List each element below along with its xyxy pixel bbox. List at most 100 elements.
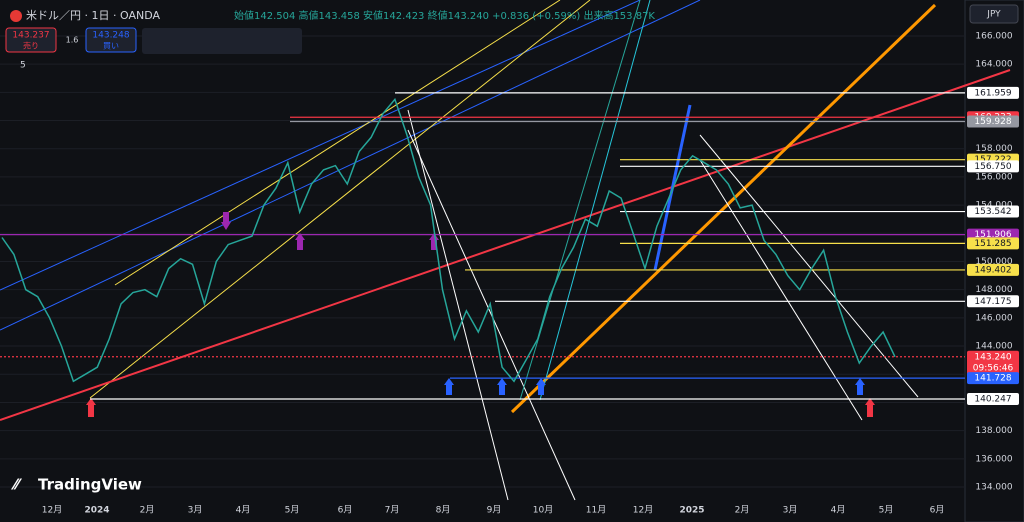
level-tag (967, 263, 1019, 276)
arrow (855, 378, 865, 385)
x-tick-label: 2024 (84, 506, 109, 516)
x-tick-label: 2月 (140, 505, 155, 516)
currency-button[interactable] (969, 4, 1019, 24)
interval: 5 (20, 61, 26, 71)
level-label: 140.247 (974, 394, 1011, 404)
y-tick-label: 138.000 (975, 426, 1012, 436)
buy-price: 143.248 (92, 31, 129, 41)
level-label: 147.175 (974, 297, 1011, 307)
x-tick-label: 7月 (385, 505, 400, 516)
level-tag (967, 86, 1019, 99)
level-label: 159.928 (974, 117, 1011, 127)
level-label: 151.285 (974, 239, 1011, 249)
level-label: 149.402 (974, 265, 1011, 275)
trendline (539, 0, 651, 401)
level-label: 157.222 (974, 155, 1011, 165)
arrow (446, 385, 452, 395)
level-label: 156.750 (974, 162, 1011, 172)
x-tick-label: 6月 (930, 505, 945, 516)
arrow (431, 240, 437, 250)
trendline (407, 109, 509, 501)
x-tick-label: 3月 (188, 505, 203, 516)
brand-logo: ⁄⁄ (11, 476, 23, 494)
arrow (295, 233, 305, 240)
trendline (407, 129, 576, 501)
y-tick-label: 164.000 (975, 60, 1012, 70)
y-tick-label: 144.000 (975, 342, 1012, 352)
x-tick-label: 12月 (633, 505, 653, 516)
y-tick-label: 156.000 (975, 172, 1012, 182)
level-tag (967, 205, 1019, 218)
arrow (867, 405, 873, 417)
sell-button[interactable] (5, 27, 57, 53)
x-axis: 12月 2024 2月 3月 4月 5月 6月 7月 8月 9月 10月 11月 12月 2025 2月 3月… (42, 505, 945, 516)
level-tag (967, 392, 1019, 405)
symbol-icon (10, 10, 22, 22)
arrow (88, 405, 94, 417)
arrow (857, 385, 863, 395)
buy-button[interactable] (85, 27, 137, 53)
trendline (510, 3, 937, 414)
trendline (699, 159, 863, 421)
arrow (221, 222, 231, 230)
arrow (444, 378, 454, 385)
y-tick-label: 146.000 (975, 313, 1012, 323)
arrow (538, 385, 544, 395)
level-label: 151.906 (974, 230, 1011, 240)
level-label: 153.542 (974, 207, 1011, 217)
x-tick-label: 2025 (679, 506, 704, 516)
spread: 1.6 (66, 36, 79, 45)
trendlines (0, 0, 1011, 501)
x-tick-label: 10月 (533, 505, 553, 516)
y-tick-label: 166.000 (975, 31, 1012, 41)
ohlc: 始値142.504 高値143.458 安値142.423 終値143.240 … (234, 9, 655, 22)
series (1, 97, 896, 383)
level-tag (967, 237, 1019, 250)
arrow (865, 398, 875, 405)
x-tick-label: 4月 (236, 505, 251, 516)
buy-label: 買い (103, 42, 119, 51)
price-line (1, 97, 896, 383)
brand: TradingView (38, 476, 142, 494)
x-tick-label: 3月 (783, 505, 798, 516)
symbol: 米ドル／円 · 1日 · OANDA (26, 9, 160, 22)
level-tag (967, 350, 1019, 375)
y-tick-label: 158.000 (975, 144, 1012, 154)
level-tag (967, 372, 1019, 385)
arrow (499, 385, 505, 395)
markers (86, 212, 875, 417)
x-tick-label: 11月 (586, 505, 606, 516)
level-label: 161.959 (974, 88, 1011, 98)
countdown: 09:56:46 (973, 363, 1014, 373)
currency: JPY (986, 10, 1001, 20)
arrow (223, 212, 229, 222)
y-tick-label: 148.000 (975, 285, 1012, 295)
arrow (297, 240, 303, 250)
y-tick-label: 150.000 (975, 257, 1012, 267)
x-tick-label: 12月 (42, 505, 62, 516)
trendline (114, 0, 561, 286)
trendline (0, 0, 641, 291)
trendline (699, 134, 919, 398)
level-tag (967, 160, 1019, 173)
level-tag (967, 295, 1019, 308)
y-tick-label: 134.000 (975, 483, 1012, 493)
level-tag (967, 115, 1019, 128)
y-tick-label: 136.000 (975, 454, 1012, 464)
trendline (0, 69, 1011, 421)
drawing-toolbar[interactable] (142, 28, 302, 54)
x-tick-label: 8月 (436, 505, 451, 516)
x-tick-label: 5月 (879, 505, 894, 516)
x-tick-label: 6月 (338, 505, 353, 516)
x-tick-label: 5月 (285, 505, 300, 516)
arrow (429, 233, 439, 240)
x-tick-label: 4月 (831, 505, 846, 516)
x-tick-label: 9月 (487, 505, 502, 516)
level-label: 143.240 (974, 352, 1011, 362)
trendline (89, 0, 591, 399)
sell-label: 売り (23, 41, 39, 51)
trendline (0, 0, 701, 331)
arrow (497, 378, 507, 385)
level-label: 141.728 (974, 374, 1011, 384)
